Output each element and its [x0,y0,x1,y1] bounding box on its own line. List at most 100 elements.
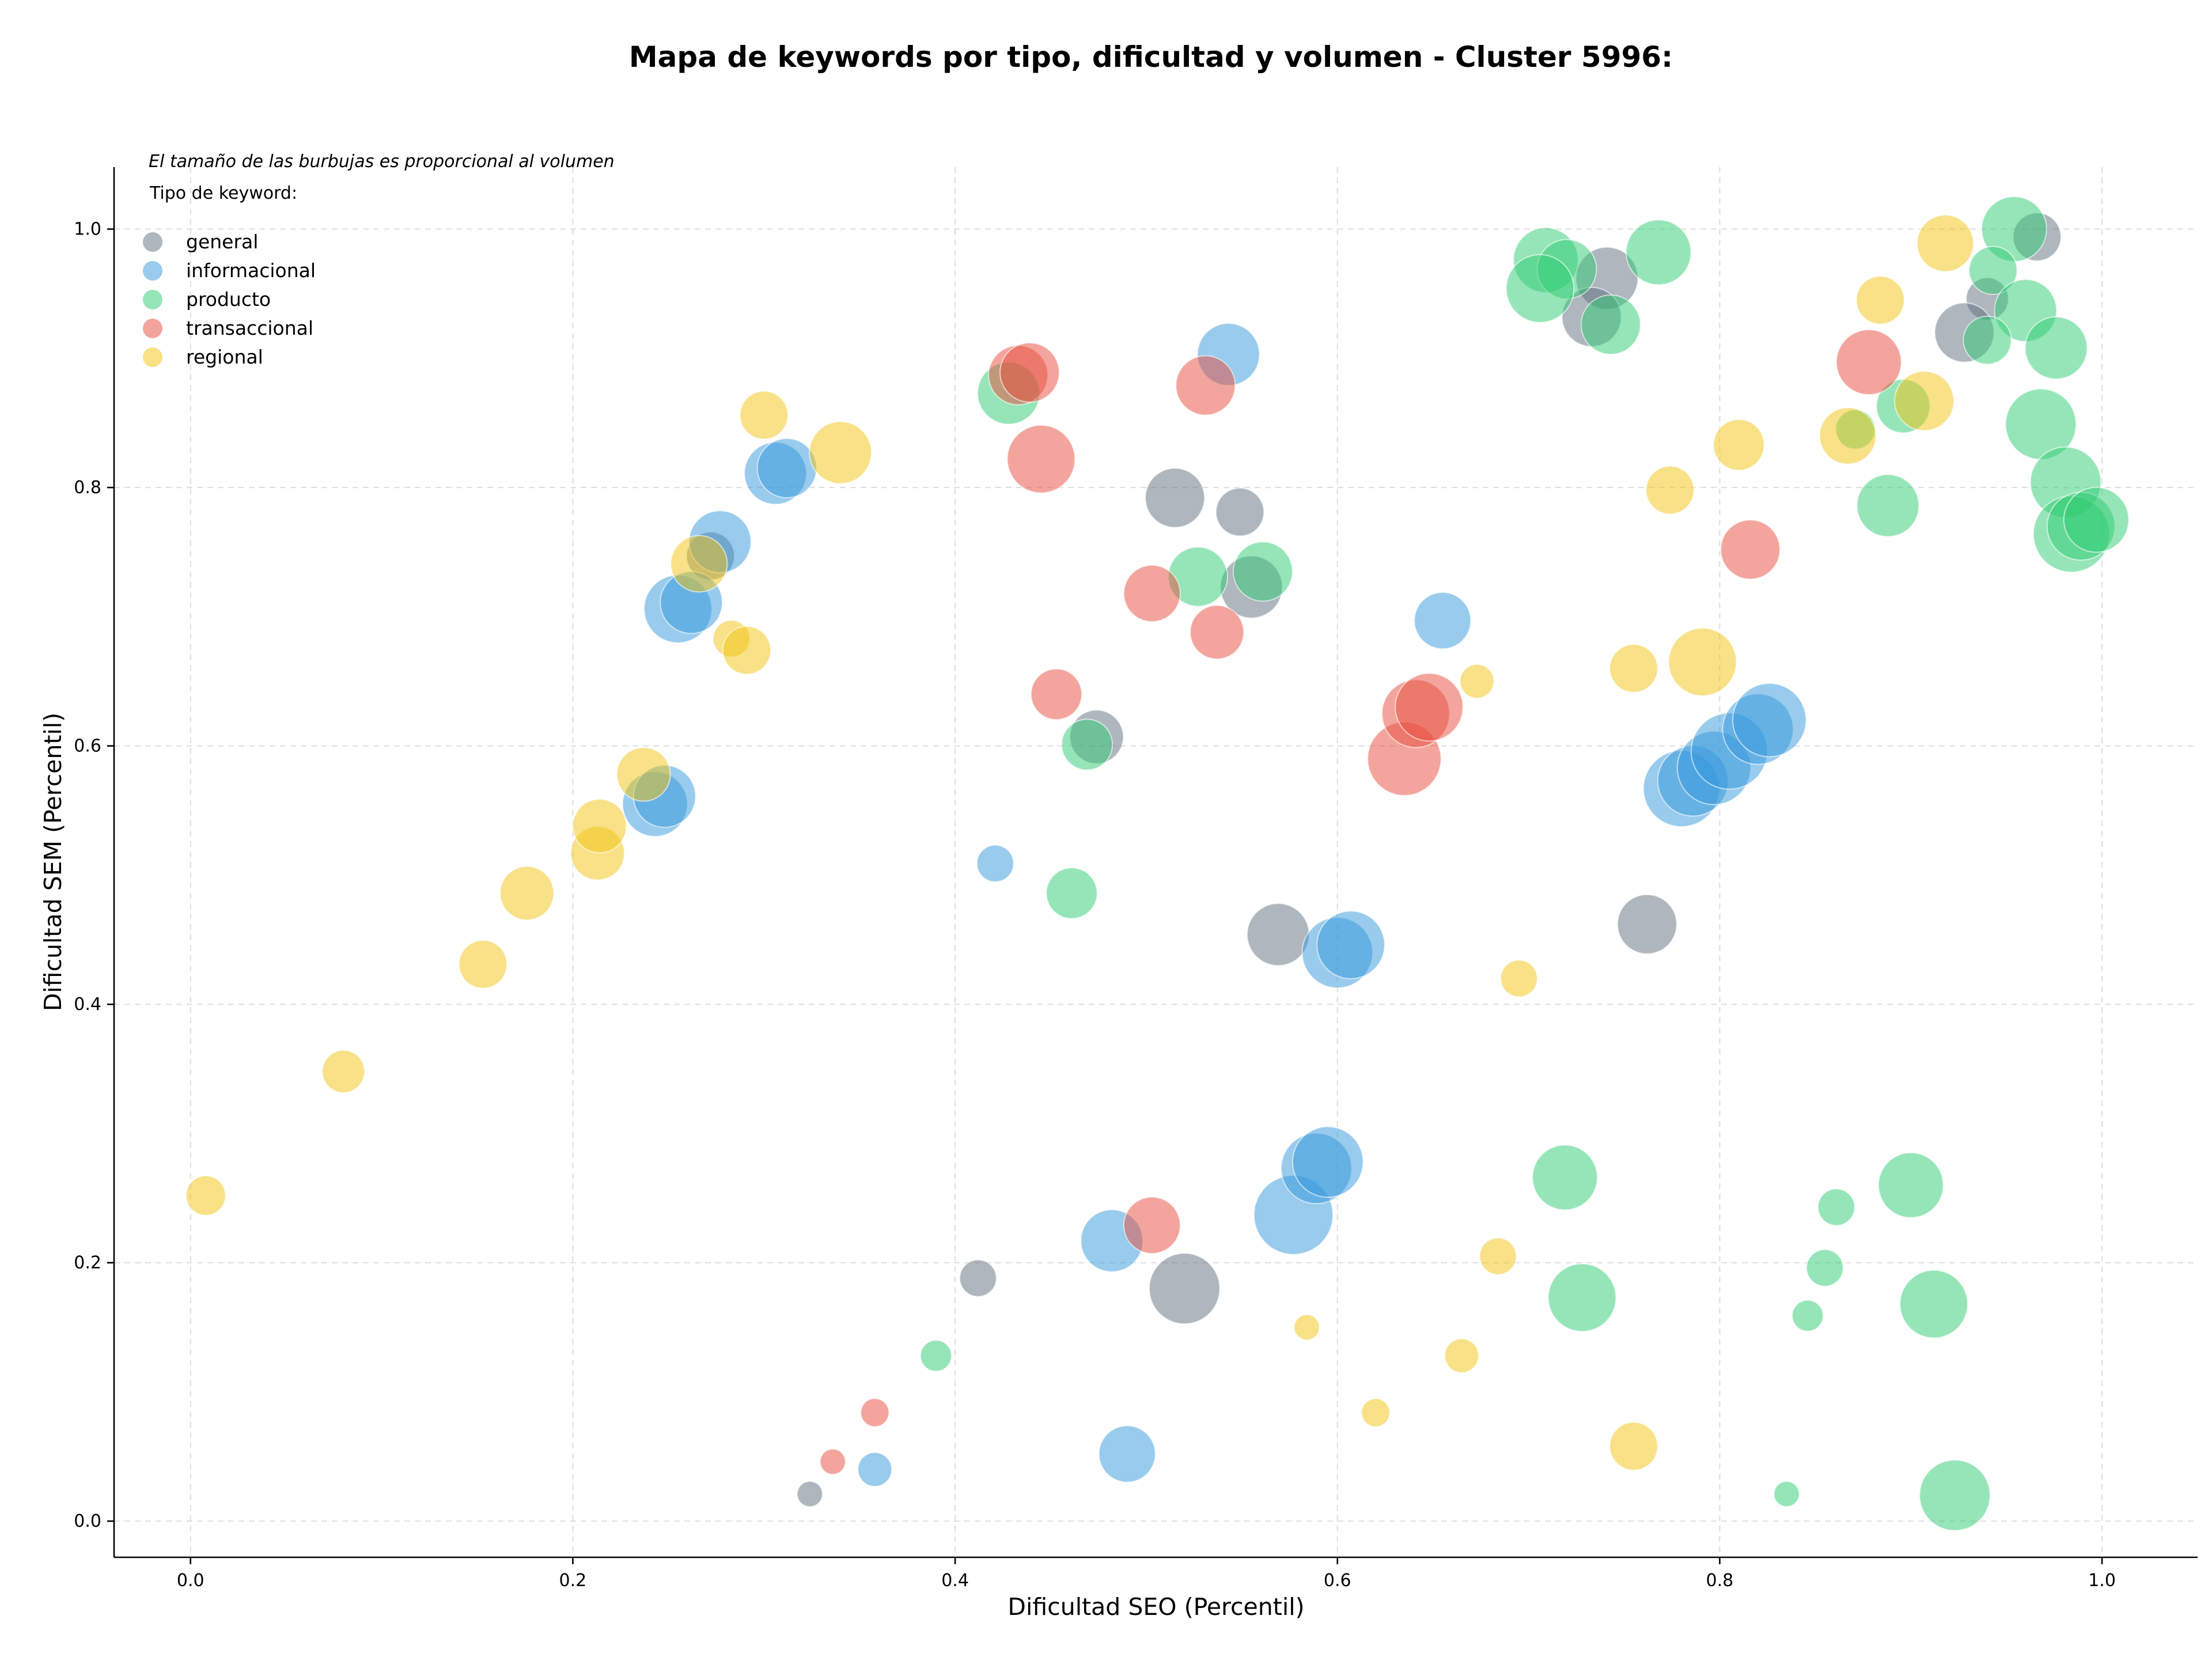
bubble-transaccional [1123,1196,1181,1254]
bubble-general [1616,894,1677,955]
legend-marker-general [143,232,162,252]
legend-marker-regional [143,347,162,367]
bubble-transaccional [1030,668,1083,721]
bubble-producto [1899,1269,1968,1339]
bubble-regional [1293,1314,1320,1341]
bubble-informacional [1316,910,1385,979]
legend-label-general: general [186,230,258,253]
bubble-regional [670,535,728,593]
legend-label-regional: regional [186,346,263,368]
bubble-general [1145,467,1206,528]
bubble-transaccional [999,342,1060,403]
bubble-regional [1459,664,1495,699]
axis-ticks: 0.0 0.2 0.4 0.6 0.8 1.0 0.0 0.2 0.4 0.6 0.8 1.0 [74,220,2116,1591]
bubble-producto [1547,1263,1617,1333]
x-axis-label: Dificultad SEO (Percentil) [1007,1593,1304,1621]
legend-label-informacional: informacional [186,259,316,282]
bubble-general [1246,903,1310,966]
bubble-producto [1963,315,2012,365]
x-tick-label: 0.6 [1324,1571,1351,1591]
y-tick-label: 0.6 [74,736,101,756]
bubble-informacional [1414,592,1472,650]
bubble-general [796,1481,823,1508]
bubble-regional [1713,419,1765,471]
x-tick-label: 0.0 [177,1571,204,1591]
bubble-transaccional [860,1398,890,1428]
bubble-regional [321,1050,365,1094]
bubble-regional [1361,1398,1391,1428]
y-tick-label: 0.8 [74,478,101,498]
bubble-regional [616,747,671,802]
bubble-regional [1668,627,1737,697]
size-note: El tamaño de las burbujas es proporciona… [149,152,615,172]
bubble-general [959,1259,997,1297]
bubble-transaccional [1720,519,1781,580]
legend-label-producto: producto [186,288,271,311]
bubble-regional [499,865,555,921]
bubble-regional [185,1175,226,1216]
bubble-producto [1580,294,1641,355]
bubble-producto [1773,1481,1800,1508]
bubbles [185,196,2130,1531]
legend-label-transaccional: transaccional [186,317,313,339]
bubble-informacional [1098,1425,1156,1483]
bubble-informacional [857,1452,893,1487]
bubble-regional [458,940,508,989]
x-tick-label: 0.8 [1706,1571,1734,1591]
bubble-regional [1444,1338,1479,1374]
bubble-producto [1919,1459,1991,1531]
bubble-regional [1500,959,1538,998]
bubble-transaccional [819,1448,846,1475]
bubble-producto [2024,316,2088,380]
bubble-producto [1817,1188,1855,1227]
bubble-producto [1806,1248,1844,1287]
y-axis-label: Dificultad SEM (Percentil) [39,713,67,1011]
bubble-regional [1609,644,1658,693]
bubble-producto [1791,1299,1824,1332]
bubble-transaccional [1175,355,1236,416]
bubble-regional [1479,1237,1517,1276]
bubble-regional [1819,407,1877,465]
bubble-producto [1505,254,1575,323]
bubble-producto [1968,245,2018,296]
bubble-regional [1645,465,1695,515]
bubble-general [1149,1253,1221,1325]
x-tick-label: 1.0 [2088,1571,2116,1591]
bubble-regional [1609,1421,1658,1471]
x-tick-label: 0.4 [941,1571,969,1591]
legend-marker-producto [143,290,162,309]
legend-title: Tipo de keyword: [149,183,297,203]
bubble-informacional [1291,1126,1364,1198]
bubble-regional [1916,214,1974,273]
bubble-regional [739,390,789,440]
bubble-transaccional [1190,604,1245,660]
bubble-regional [1855,275,1905,325]
bubble-regional [809,421,872,485]
y-tick-label: 0.2 [74,1253,101,1273]
bubble-producto [919,1340,952,1372]
x-tick-label: 0.2 [559,1571,587,1591]
bubble-regional [722,626,772,675]
bubble-transaccional [1006,425,1076,494]
bubble-producto [2063,486,2130,553]
bubble-producto [1060,718,1113,771]
bubble-regional [572,799,627,854]
y-tick-label: 1.0 [74,220,101,240]
bubble-transaccional [1835,329,1902,395]
y-tick-label: 0.0 [74,1511,101,1531]
chart-title: Mapa de keywords por tipo, dificultad y … [629,40,1673,74]
legend-marker-transaccional [143,319,162,338]
legend-marker-informacional [143,261,162,281]
bubble-informacional [976,844,1014,883]
bubble-transaccional [1395,672,1464,742]
bubble-producto [1046,867,1098,920]
bubble-producto [1877,1152,1944,1219]
legend: general informacional producto transacciona… [143,230,316,368]
y-tick-label: 0.4 [74,994,101,1015]
bubble-informacional [756,438,817,498]
bubble-producto [1232,541,1293,602]
bubble-producto [1625,219,1692,286]
bubble-general [1215,487,1265,537]
bubble-regional [1894,370,1955,432]
